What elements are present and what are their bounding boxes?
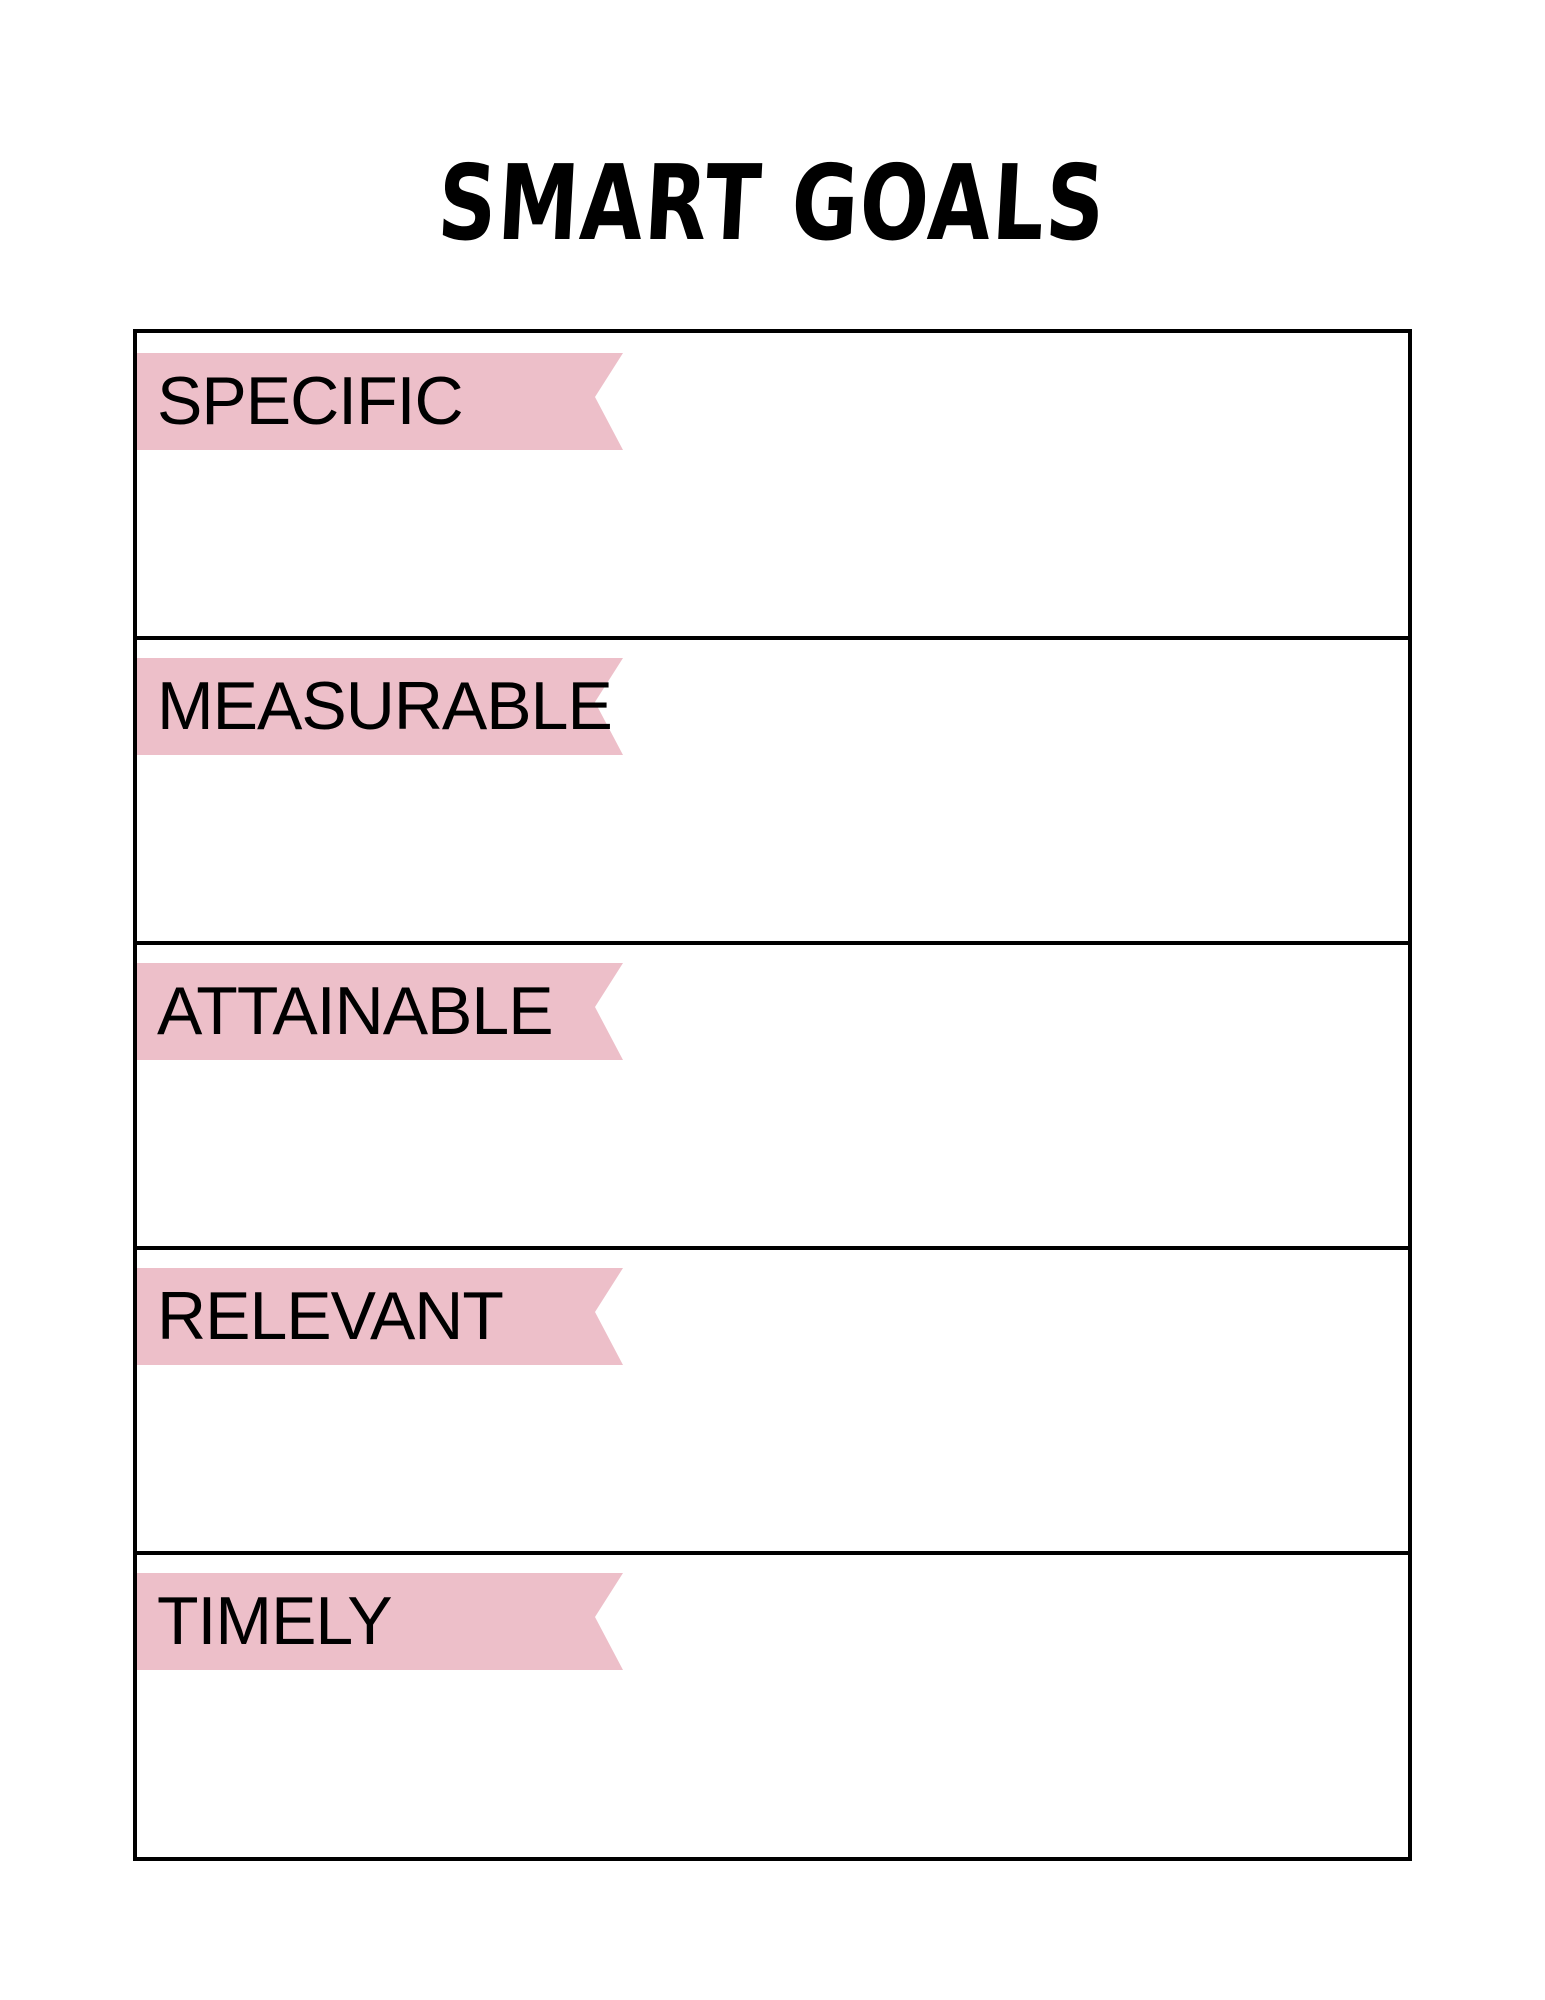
section-relevant[interactable]: RELEVANT bbox=[137, 1248, 1408, 1555]
section-label: TIMELY bbox=[157, 1583, 393, 1659]
section-label: MEASURABLE bbox=[157, 668, 613, 744]
section-banner: MEASURABLE bbox=[137, 658, 623, 755]
banner-ribbon bbox=[137, 1268, 623, 1365]
section-banner: RELEVANT bbox=[137, 1268, 623, 1365]
page-title: SMART GOALS bbox=[0, 142, 1545, 264]
banner-ribbon bbox=[137, 1573, 623, 1670]
banner-ribbon bbox=[137, 658, 623, 755]
section-label: SPECIFIC bbox=[157, 363, 464, 439]
banner-ribbon bbox=[137, 963, 623, 1060]
section-banner: SPECIFIC bbox=[137, 353, 623, 450]
banner-ribbon bbox=[137, 353, 623, 450]
section-timely[interactable]: TIMELY bbox=[137, 1553, 1408, 1857]
section-banner: ATTAINABLE bbox=[137, 963, 623, 1060]
section-specific[interactable]: SPECIFIC bbox=[137, 333, 1408, 640]
goals-table: SPECIFIC MEASURABLE ATTAINABLE RELEVANT … bbox=[133, 329, 1412, 1861]
section-attainable[interactable]: ATTAINABLE bbox=[137, 943, 1408, 1250]
section-measurable[interactable]: MEASURABLE bbox=[137, 638, 1408, 945]
section-label: RELEVANT bbox=[157, 1278, 504, 1354]
section-banner: TIMELY bbox=[137, 1573, 623, 1670]
section-label: ATTAINABLE bbox=[157, 973, 554, 1049]
page-title-text: SMART GOALS bbox=[435, 142, 1110, 264]
